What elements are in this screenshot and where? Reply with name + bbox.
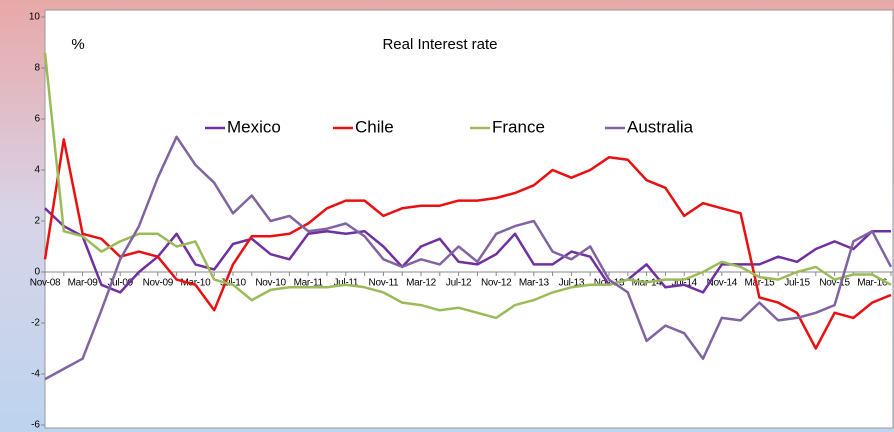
- legend-label: Mexico: [227, 117, 281, 136]
- x-tick-label: Mar-11: [294, 278, 324, 289]
- x-tick-label: Nov-11: [369, 278, 399, 289]
- series-line: [44, 135, 893, 381]
- x-tick-label: Mar-10: [180, 278, 211, 289]
- x-tick-label: Jul-15: [784, 278, 810, 289]
- x-tick-label: Nov-12: [481, 278, 512, 289]
- x-tick-label: Nov-13: [594, 278, 625, 289]
- x-tick-label: Jul-11: [333, 278, 358, 289]
- y-tick-label: -6: [31, 420, 40, 431]
- y-tick-label: -4: [31, 369, 40, 380]
- x-tick-label: Nov-08: [30, 278, 61, 289]
- x-tick-label: Jul-09: [107, 278, 133, 289]
- y-tick-label: 4: [34, 165, 40, 176]
- y-tick-label: 0: [34, 267, 40, 278]
- series-line: [44, 207, 891, 294]
- x-tick-label: Nov-09: [143, 278, 174, 289]
- y-axis-label: %: [71, 36, 84, 53]
- x-tick-label: Nov-15: [819, 278, 850, 289]
- x-tick-label: Jul-13: [559, 278, 585, 289]
- y-tick-label: 2: [34, 216, 40, 227]
- x-tick-label: Nov-10: [255, 278, 286, 289]
- x-tick-label: Mar-09: [68, 278, 99, 289]
- y-tick-label: 8: [34, 63, 40, 74]
- x-tick-label: Nov-14: [707, 278, 738, 289]
- legend-label: Australia: [627, 117, 694, 136]
- series-line: [43, 138, 892, 350]
- y-tick-label: 10: [29, 12, 41, 23]
- plot-area: [44, 9, 894, 429]
- x-tick-label: Mar-13: [519, 278, 550, 289]
- y-tick-label: 6: [34, 114, 40, 125]
- y-tick-label: -2: [31, 318, 40, 329]
- x-tick-label: Mar-15: [744, 278, 775, 289]
- x-tick-label: Jul-10: [220, 278, 246, 289]
- legend-label: France: [492, 117, 545, 136]
- x-tick-label: Jul-14: [671, 278, 697, 289]
- x-tick-label: Mar-12: [406, 278, 437, 289]
- x-tick-label: Mar-16: [857, 278, 888, 289]
- x-tick-label: Jul-12: [446, 278, 472, 289]
- series-line: [43, 52, 892, 320]
- chart-title: Real Interest rate: [382, 36, 497, 53]
- legend-label: Chile: [355, 117, 394, 136]
